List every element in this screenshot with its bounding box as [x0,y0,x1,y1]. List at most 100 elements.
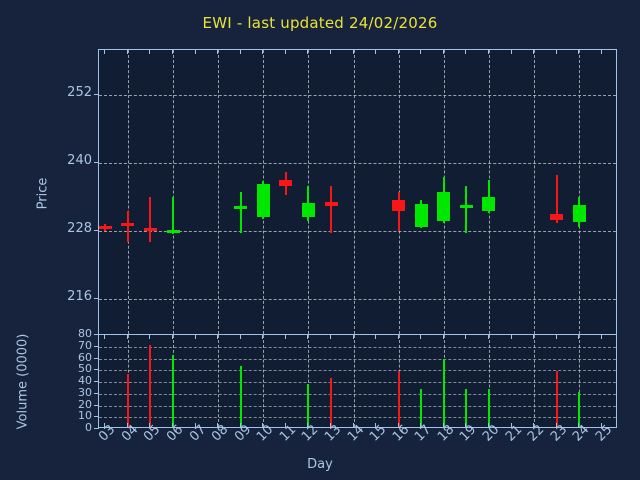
volume-axis-tick-bottom [555,423,557,427]
price-gridline-vertical [534,50,536,334]
volume-axis-tick-top [307,335,309,339]
volume-gridline-vertical [353,335,355,427]
volume-axis-tick-top [352,335,354,339]
candlestick-wick [397,191,400,232]
price-gridline-vertical [353,50,355,334]
volume-axis-tick-top [149,335,151,339]
volume-gridline-vertical [579,335,581,427]
price-plot-inner [99,50,616,334]
volume-axis-tick [94,334,99,335]
price-axis-tick [94,94,99,96]
volume-gridline-horizontal [99,346,616,348]
volume-axis-tick-top [262,335,264,339]
volume-axis-tick-bottom [420,423,422,427]
price-gridline-vertical [579,50,581,334]
volume-axis-tick [94,381,99,382]
price-axis-tick-top [510,50,512,54]
price-axis-tick-label: 228 [67,221,92,237]
volume-axis-tick-label: 0 [85,421,92,434]
candlestick-body [99,225,112,229]
volume-axis-tick-label: 60 [78,350,92,364]
price-axis-tick-top [487,50,489,54]
volume-axis-tick-bottom [104,423,106,427]
volume-axis-tick-top [397,335,399,339]
volume-axis-tick-top [487,335,489,339]
price-axis-tick-top [126,50,128,54]
volume-bar [126,374,129,427]
volume-gridline-vertical [488,335,490,427]
price-axis-tick-top [420,50,422,54]
price-axis-tick-top [217,50,219,54]
volume-axis-title: Volume (0000) [15,333,31,430]
candlestick-body [121,223,135,227]
volume-axis-tick-top [442,335,444,339]
candlestick-body [392,200,406,211]
price-axis-tick-top [578,50,580,54]
price-axis-tick-label: 252 [67,85,92,101]
volume-axis-tick-top [217,335,219,339]
volume-bar [555,370,558,427]
price-axis-tick [94,230,99,232]
volume-axis-tick [94,369,99,371]
volume-gridline-horizontal [99,405,616,407]
volume-plot-area [98,334,617,428]
volume-gridline-horizontal [99,393,616,395]
volume-axis-tick-label: 70 [78,338,92,352]
candlestick-body [324,201,338,206]
price-axis-tick-top [284,50,286,54]
volume-axis-tick [94,345,99,347]
volume-axis-tick-top [510,335,512,339]
price-axis-tick [94,162,99,164]
candlestick-body [234,205,248,209]
candlestick-wick [126,211,129,243]
candlestick-body [143,227,157,231]
candlestick-body [459,205,473,209]
volume-axis-tick-top [104,335,106,339]
volume-axis-tick-label: 80 [78,327,92,340]
volume-bar [239,365,242,427]
price-gridline-vertical [173,50,174,334]
volume-gridline-vertical [308,335,310,427]
volume-axis-tick-bottom [126,423,128,427]
volume-axis-tick-bottom [262,423,264,427]
volume-axis-tick-bottom [352,423,354,427]
price-gridline-vertical [127,50,129,334]
volume-axis-tick [94,392,99,394]
volume-axis-tick-top [465,335,467,339]
volume-axis-tick-top [420,335,422,339]
volume-bar [487,389,490,427]
day-axis-title: Day [307,457,333,472]
price-axis-tick-top [194,50,196,54]
volume-axis-tick-label: 40 [78,374,92,387]
volume-bar [307,383,310,427]
volume-axis-tick-bottom [442,423,444,427]
volume-bar [578,391,581,427]
volume-axis-tick-bottom [578,423,580,427]
volume-gridline-vertical [534,335,536,427]
candlestick-body [256,183,270,218]
volume-axis-tick-top [533,335,535,339]
price-gridline-horizontal [99,95,616,97]
volume-axis-tick-bottom [375,423,377,427]
volume-axis-tick-top [330,335,331,339]
volume-axis-tick-bottom [284,423,286,427]
volume-axis-tick [94,357,99,359]
price-axis-tick-top [262,50,264,54]
volume-gridline-vertical [218,335,220,427]
volume-axis-tick-label: 50 [78,362,92,376]
volume-axis-tick-bottom [330,423,331,427]
volume-axis-tick-bottom [307,423,309,427]
candlestick-body [166,230,180,234]
volume-bar [420,389,423,427]
volume-bar [465,389,468,427]
volume-bar [442,358,445,427]
price-axis-tick-top [330,50,331,54]
volume-gridline-horizontal [99,370,616,372]
price-axis-tick [94,298,99,300]
candlestick-wick [555,174,558,223]
price-gridline-horizontal [99,299,616,301]
price-axis-tick-label: 240 [67,153,92,169]
price-axis-tick-top [239,50,241,54]
volume-axis-tick-label: 20 [78,397,92,411]
